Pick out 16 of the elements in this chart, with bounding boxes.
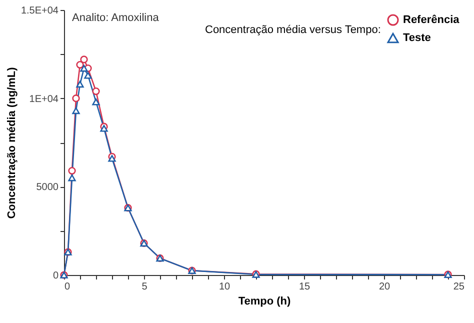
x-tick-label: 5 bbox=[142, 282, 148, 292]
x-axis-title: Tempo (h) bbox=[238, 296, 292, 308]
y-tick-label: 0 bbox=[52, 270, 59, 282]
legend-label: Teste bbox=[403, 32, 431, 44]
y-axis-title: Concentração média (ng/mL) bbox=[6, 66, 18, 219]
x-tick-label: 10 bbox=[218, 282, 230, 292]
legend-title: Concentração média versus Tempo: bbox=[205, 24, 381, 36]
x-tick-label: 20 bbox=[378, 282, 390, 292]
y-tick-label: 1E+04 bbox=[29, 94, 59, 105]
x-tick-label: 0 bbox=[64, 282, 70, 292]
y-tick-label: 5000 bbox=[36, 182, 59, 194]
y-tick-label: 1.5E+04 bbox=[20, 6, 59, 16]
x-tick-label: 25 bbox=[453, 282, 465, 292]
annotation: Analito: Amoxilina bbox=[72, 12, 160, 24]
x-tick-label: 15 bbox=[298, 282, 310, 292]
legend-label: Referência bbox=[403, 14, 460, 26]
